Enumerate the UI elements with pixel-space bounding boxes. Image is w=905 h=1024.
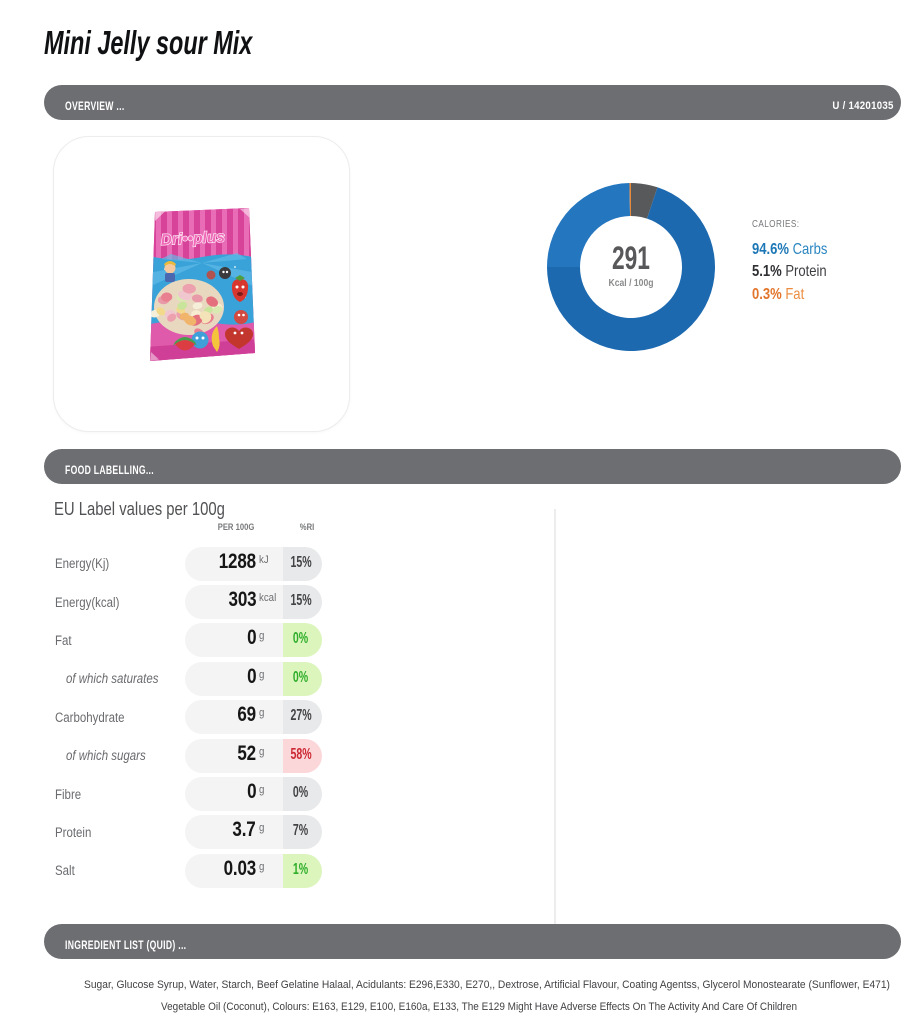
svg-text:Dri••plus: Dri••plus [160,229,225,249]
